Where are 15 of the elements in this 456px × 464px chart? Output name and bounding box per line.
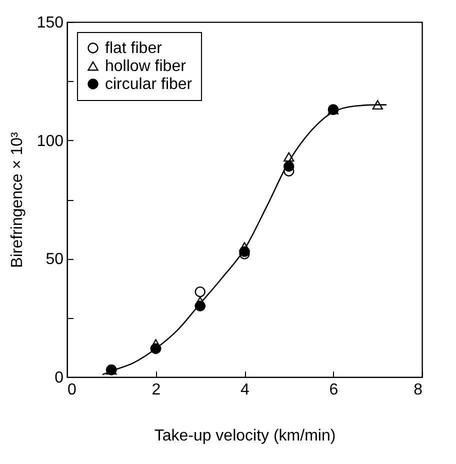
x-axis-title: Take-up velocity (km/min) [154, 428, 336, 444]
legend-label: flat fiber [105, 40, 163, 57]
point [194, 286, 206, 298]
x-tick-label: 8 [414, 382, 423, 398]
x-tick-label: 0 [68, 382, 76, 398]
x-tick-label: 2 [152, 382, 161, 398]
legend-label: circular fiber [105, 76, 193, 93]
y-tick-label: 0 [54, 370, 64, 386]
y-tick-label: 100 [36, 132, 64, 150]
y-axis-title: Birefringence × 10³ [8, 132, 26, 268]
legend-label: hollow fiber [105, 58, 187, 75]
y-tick-label: 150 [36, 14, 64, 32]
x-tick-label: 4 [240, 382, 250, 398]
x-tick-label: 6 [329, 382, 338, 398]
y-tick-label: 50 [46, 251, 64, 268]
